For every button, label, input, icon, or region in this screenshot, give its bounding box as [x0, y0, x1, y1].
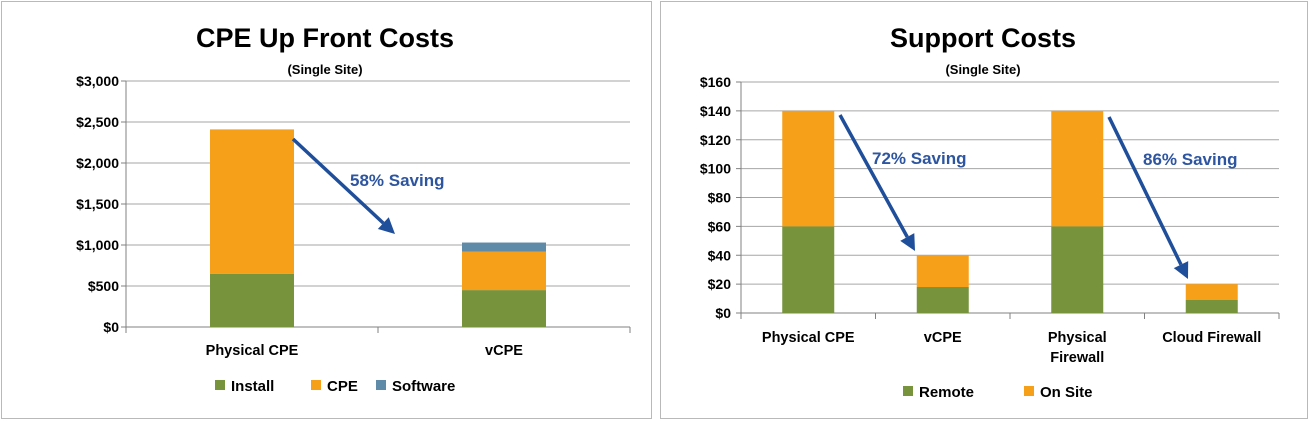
y-tick-label: $0	[103, 319, 119, 335]
chart-title: CPE Up Front Costs	[196, 23, 454, 53]
bar-on-site-vcpe	[916, 255, 969, 288]
x-category-label: Physical CPE	[206, 343, 299, 359]
bar-remote-physical-firewall	[1051, 226, 1104, 313]
bar-remote-physical-cpe	[782, 226, 835, 313]
y-tick-label: $1,000	[76, 237, 119, 253]
x-category-label: vCPE	[924, 330, 962, 346]
cpe-up-front-costs-chart: CPE Up Front Costs (Single Site) $0 $500 $…	[76, 23, 631, 395]
saving-arrow-line	[291, 137, 385, 225]
cpe-up-front-costs-panel: CPE Up Front Costs (Single Site) $0 $500 $…	[1, 1, 652, 419]
y-tick-label: $80	[708, 190, 732, 206]
y-tick-label: $1,500	[76, 196, 119, 212]
x-category-label: Physical CPE	[762, 330, 855, 346]
legend-swatch-install	[215, 380, 225, 390]
x-category-label: vCPE	[485, 343, 523, 359]
y-tick-label: $140	[700, 103, 731, 119]
saving-arrow-head	[377, 217, 395, 234]
legend-label-software: Software	[392, 378, 455, 395]
y-tick-label: $20	[708, 276, 732, 292]
legend-label-install: Install	[231, 378, 274, 395]
y-tick-label: $160	[700, 74, 731, 90]
legend-label-on-site: On Site	[1040, 384, 1093, 401]
chart-title: Support Costs	[890, 23, 1076, 53]
bar-install-vcpe	[462, 290, 546, 327]
bar-cpe-physical-cpe	[210, 129, 294, 274]
y-tick-label: $500	[88, 278, 119, 294]
support-costs-panel: Support Costs (Single Site) $0 $20 $40 $60 $…	[660, 1, 1308, 419]
legend-swatch-remote	[903, 386, 913, 396]
y-tick-label: $40	[708, 247, 732, 263]
legend-swatch-on-site	[1024, 386, 1034, 396]
x-category-label: Physical Firewall	[1048, 330, 1107, 366]
bar-cpe-vcpe	[462, 251, 546, 291]
saving-arrow-line	[838, 114, 909, 238]
saving-arrow-head	[900, 233, 915, 251]
chart-subtitle: (Single Site)	[945, 62, 1020, 77]
bar-software-vcpe	[462, 242, 546, 252]
y-tick-label: $3,000	[76, 73, 119, 89]
y-tick-label: $2,500	[76, 114, 119, 130]
x-category-label: Cloud Firewall	[1162, 330, 1261, 346]
bar-on-site-physical-firewall	[1051, 110, 1104, 227]
legend-label-remote: Remote	[919, 384, 974, 401]
y-tick-label: $2,000	[76, 155, 119, 171]
y-tick-label: $0	[715, 305, 731, 321]
chart-subtitle: (Single Site)	[287, 62, 362, 77]
y-tick-label: $120	[700, 132, 731, 148]
bar-remote-cloud-firewall	[1185, 300, 1238, 313]
bar-on-site-cloud-firewall	[1185, 284, 1238, 301]
support-costs-chart: Support Costs (Single Site) $0 $20 $40 $60 $…	[700, 23, 1280, 401]
saving-arrow-head	[1173, 261, 1189, 279]
y-tick-label: $100	[700, 161, 731, 177]
bar-install-physical-cpe	[210, 273, 294, 327]
saving-arrow-line	[1107, 116, 1183, 266]
legend-swatch-software	[376, 380, 386, 390]
saving-annotation: 72% Saving	[872, 149, 967, 168]
bar-on-site-physical-cpe	[782, 110, 835, 227]
y-tick-label: $60	[708, 218, 732, 234]
bar-remote-vcpe	[916, 287, 969, 313]
legend-label-cpe: CPE	[327, 378, 358, 395]
legend-swatch-cpe	[311, 380, 321, 390]
saving-annotation: 86% Saving	[1143, 150, 1238, 169]
saving-annotation: 58% Saving	[350, 171, 445, 190]
